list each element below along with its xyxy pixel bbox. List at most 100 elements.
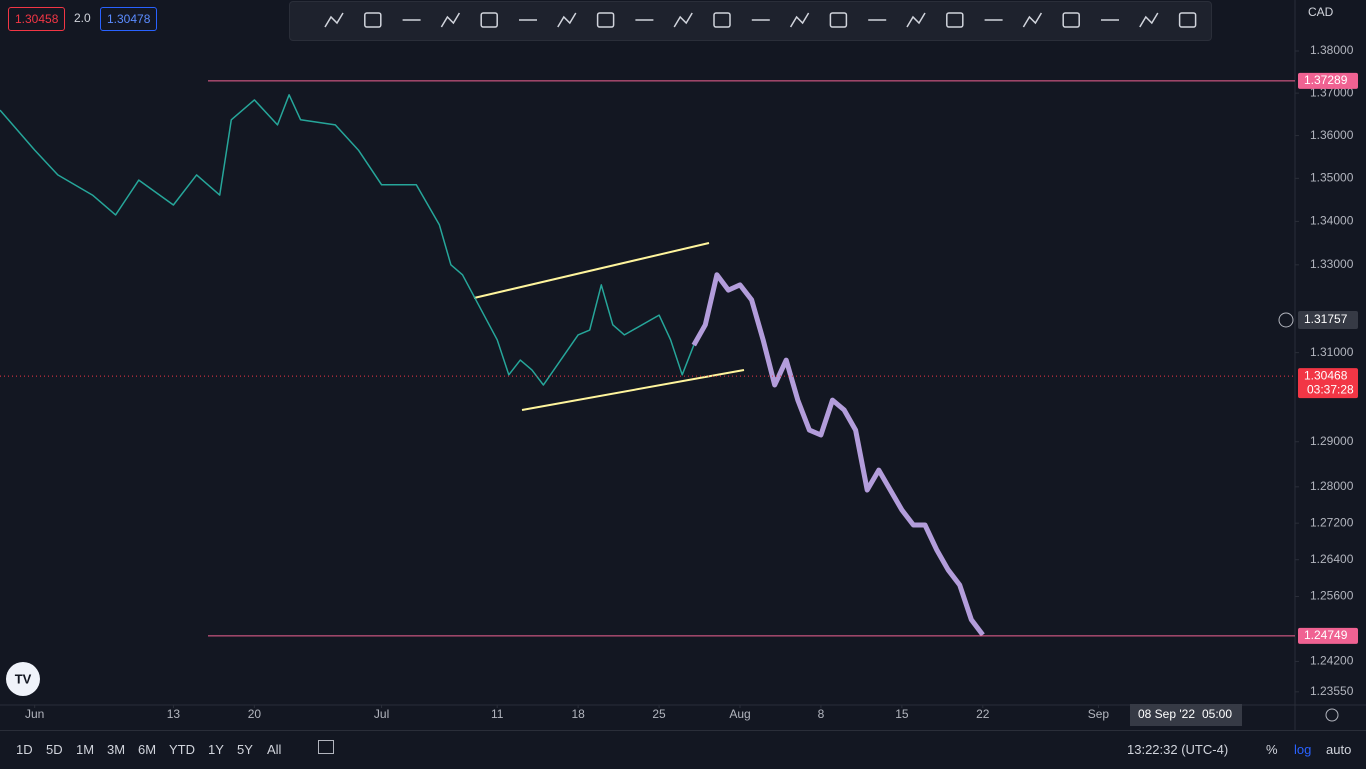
spread: 2.0 [74,11,91,25]
tool-icon [557,12,577,28]
y-tick-label: 1.29000 [1310,434,1354,448]
tool-icon [1139,12,1159,28]
chart: TV 1.380001.370001.360001.350001.340001.… [0,0,1366,730]
bid-button[interactable]: 1.30458 [8,7,66,31]
range-button[interactable]: 1Y [208,742,224,757]
range-button[interactable]: 1D [16,742,33,757]
x-tick-label: 11 [491,707,504,721]
price-line [0,94,695,386]
range-button[interactable]: All [267,742,282,757]
log-toggle[interactable]: log [1294,742,1312,757]
crosshair-price: 1.31757 [1304,312,1348,326]
price-tag [1298,627,1358,644]
x-tick-label: Jun [25,707,44,721]
tool-button[interactable] [713,12,731,28]
price-label: 1.24749 [1304,628,1348,642]
tool-button[interactable] [364,12,382,28]
crosshair-time-tag [1130,704,1242,726]
y-tick-label: 1.25600 [1310,589,1354,603]
x-tick-label: Sep [1088,707,1110,721]
x-tick-label: 25 [652,707,666,721]
countdown: 03:37:28 [1307,382,1354,396]
tool-button[interactable] [557,12,577,28]
tool-button[interactable] [906,12,926,28]
crosshair-date: 08 Sep '22 [1138,707,1195,721]
tool-icon [364,12,382,28]
x-tick-label: Aug [729,707,750,721]
y-tick-label: 1.34000 [1310,214,1354,228]
y-tick-label: 1.27200 [1310,515,1354,529]
tool-button[interactable] [440,12,461,28]
range-button[interactable]: YTD [169,742,195,757]
tool-button[interactable] [596,12,615,28]
svg-text:TV: TV [15,671,32,686]
tool-icon [324,12,344,28]
tool-icon [1062,12,1080,28]
tool-button[interactable] [673,12,693,28]
range-button[interactable]: 5Y [237,742,253,757]
add-button[interactable] [1278,312,1294,328]
tool-icon [1022,12,1043,28]
tool-icon [713,12,731,28]
tool-icon [1178,12,1197,28]
x-tick-label: 20 [248,707,262,721]
y-tick-label: 1.38000 [1310,43,1354,57]
tool-icon [673,12,693,28]
x-tick-label: 18 [571,707,585,721]
auto-toggle[interactable]: auto [1326,742,1352,757]
tool-icon [789,12,810,28]
y-tick-label: 1.24200 [1310,654,1354,668]
price-line [691,272,985,637]
channel-line[interactable] [521,369,745,411]
x-tick-label: 22 [976,707,990,721]
y-tick-label: 1.28000 [1310,479,1354,493]
bottom-bar: 13:22:32 (UTC-4) % log auto 1D 5D 1M 3M 6M YT… [0,730,1366,769]
percent-toggle[interactable]: % [1266,742,1278,757]
date-range-button[interactable] [318,740,334,754]
range-button[interactable]: 1M [76,742,95,757]
tool-button[interactable] [829,12,848,28]
currency-selector[interactable]: CAD [1308,5,1334,19]
range-button[interactable]: 5D [46,742,63,757]
x-tick-label: 8 [818,707,825,721]
y-tick-label: 1.33000 [1310,257,1354,271]
tool-button[interactable] [1178,12,1197,28]
tv-logo[interactable]: TV [6,662,40,696]
x-tick-label: Jul [374,707,389,721]
tool-button[interactable] [946,12,964,28]
channel-line[interactable] [473,242,710,299]
y-tick-label: 1.35000 [1310,171,1354,185]
y-tick-label: 1.31000 [1310,345,1354,359]
drawing-toolbar [289,1,1212,41]
price-label: 1.37289 [1304,73,1348,87]
price-tag [1298,368,1358,399]
settings-icon[interactable] [1325,708,1339,722]
y-tick-label: 1.26400 [1310,552,1354,566]
range-button[interactable]: 3M [107,742,126,757]
tool-icon [946,12,964,28]
x-tick-label: 13 [167,707,181,721]
y-tick-label: 1.23550 [1310,684,1354,698]
tool-button[interactable] [480,12,498,28]
tool-icon [440,12,461,28]
toolbar-icons [324,12,1197,28]
tool-button[interactable] [324,12,344,28]
tool-icon [829,12,848,28]
price-label: 1.30468 [1304,368,1348,382]
ask-button[interactable]: 1.30478 [100,7,158,31]
crosshair-hour: 05:00 [1202,707,1232,721]
price-tag [1298,72,1358,89]
crosshair-tag [1298,311,1358,329]
tool-button[interactable] [1062,12,1080,28]
tool-button[interactable] [789,12,810,28]
tool-button[interactable] [1139,12,1159,28]
clock: 13:22:32 (UTC-4) [1127,742,1229,757]
tool-icon [480,12,498,28]
tool-button[interactable] [1022,12,1043,28]
y-tick-label: 1.36000 [1310,128,1354,142]
x-tick-label: 15 [895,707,909,721]
tool-icon [906,12,926,28]
tool-icon [596,12,615,28]
range-button[interactable]: 6M [138,742,157,757]
